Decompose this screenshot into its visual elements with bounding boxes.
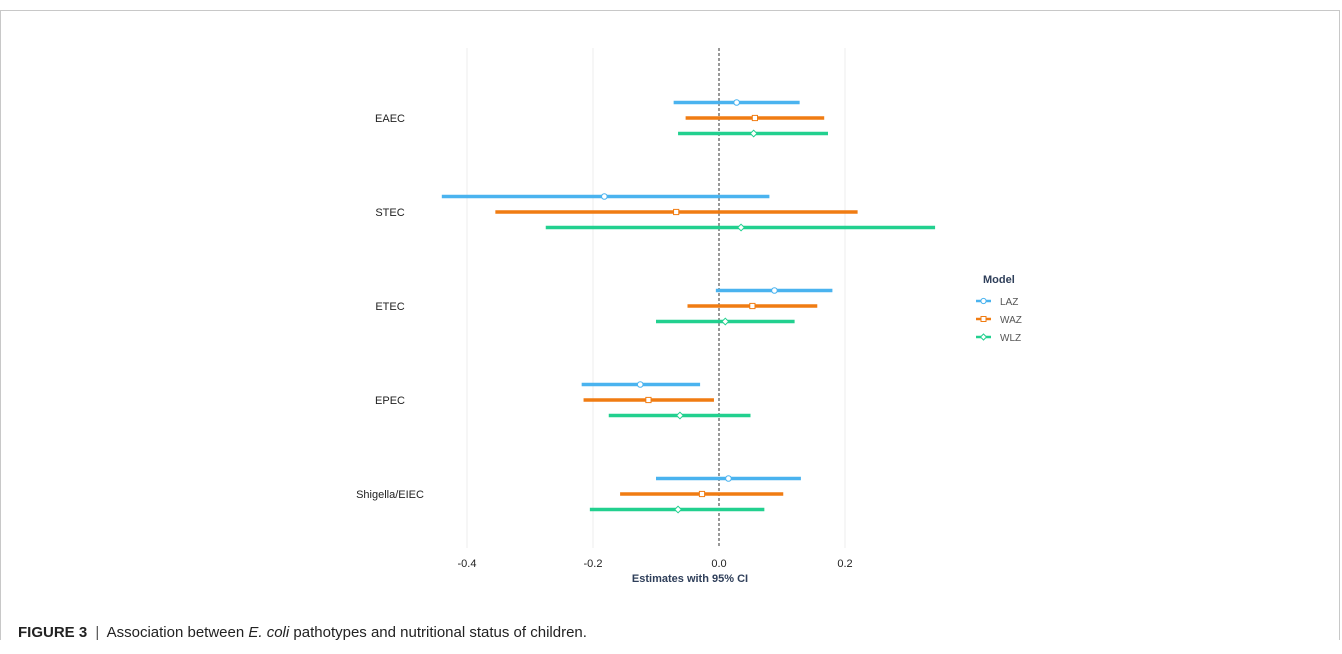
point-estimate-laz [636,381,644,388]
x-tick-label: -0.4 [458,558,477,570]
legend-marker [979,333,988,341]
caption-text-after: pathotypes and nutritional status of chi… [289,624,587,641]
caption-text-before: Association between [106,624,249,641]
figure-frame [0,10,1340,640]
forest-plot: EAEC STEC ETEC EPEC Shigella/EIEC -0.4 -0.2 0.… [356,48,1022,585]
category-label: EAEC [375,113,405,125]
legend-title: Model [983,274,1015,286]
legend-item-waz: WAZ [976,315,1022,326]
point-estimate-wlz [737,223,746,232]
caption-label: FIGURE 3 [18,624,88,641]
point-estimate-wlz [749,129,758,138]
point-estimate-laz [733,99,740,106]
point-estimate-laz [771,287,778,294]
point-estimate-waz [749,302,756,310]
category-label: EPEC [375,395,405,407]
point-estimate-wlz [721,317,730,326]
point-estimate-waz [673,208,680,216]
point-estimate-wlz [674,505,683,514]
legend: Model LAZ WAZ WLZ [976,274,1022,344]
legend-marker [980,316,987,322]
category-label: ETEC [375,301,404,313]
legend-item-laz: LAZ [976,297,1018,308]
x-tick-label: 0.2 [837,558,852,570]
legend-label: LAZ [1000,297,1018,308]
category-labels: EAEC STEC ETEC EPEC Shigella/EIEC [356,113,424,501]
x-tick-label: -0.2 [584,558,603,570]
legend-item-wlz: WLZ [976,333,1021,344]
point-estimate-laz [601,193,608,200]
caption-text-italic: E. coli [248,624,290,641]
legend-label: WLZ [1000,333,1021,344]
point-estimate-waz [645,396,652,404]
figure-caption: FIGURE 3 | Association between E. coli p… [18,624,587,641]
point-estimate-waz [751,114,759,122]
point-estimate-laz [725,475,732,482]
series-marks [441,99,936,514]
caption-separator: | [95,624,100,641]
point-estimate-wlz [675,411,684,420]
category-label: Shigella/EIEC [356,489,424,501]
legend-marker [980,297,987,305]
gridlines [466,48,846,548]
x-axis-label: Estimates with 95% CI [632,573,748,585]
point-estimate-waz [698,490,706,498]
x-tick-label: 0.0 [711,558,726,570]
x-tick-labels: -0.4 -0.2 0.0 0.2 [458,558,853,570]
legend-label: WAZ [1000,315,1022,326]
category-label: STEC [375,207,404,219]
